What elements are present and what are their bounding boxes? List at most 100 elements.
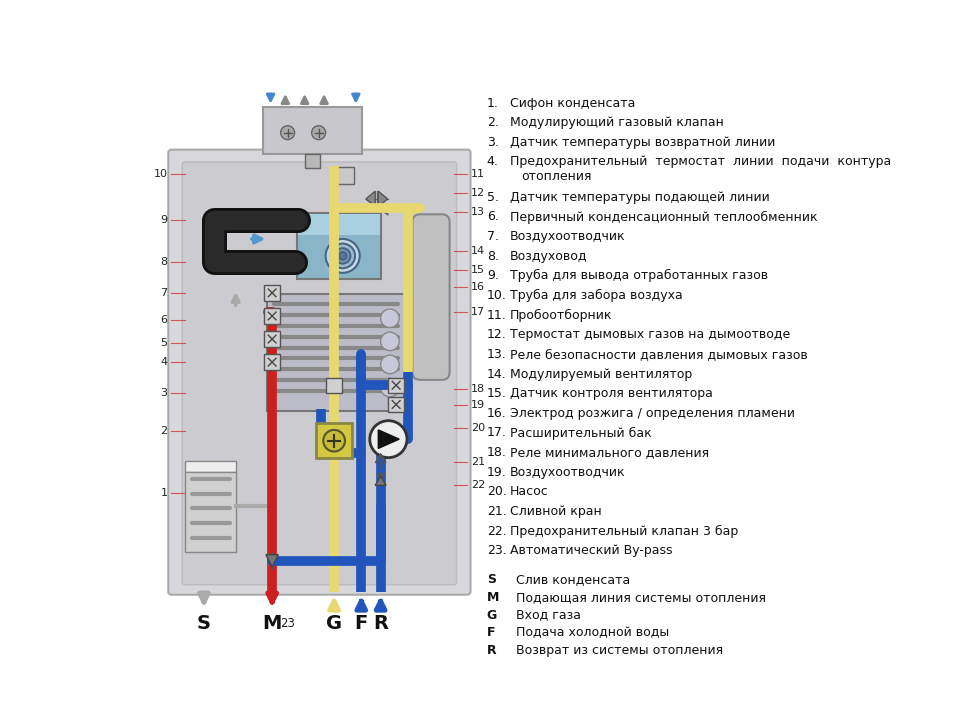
Text: 12: 12	[471, 188, 485, 198]
Polygon shape	[366, 191, 376, 207]
Text: G: G	[326, 615, 342, 634]
FancyBboxPatch shape	[264, 285, 280, 301]
Text: 5.: 5.	[487, 191, 499, 204]
Text: 15.: 15.	[487, 387, 506, 400]
Text: 6.: 6.	[487, 210, 499, 224]
Text: 2: 2	[161, 426, 167, 436]
Text: Труба для вывода отработанных газов: Труба для вывода отработанных газов	[510, 269, 769, 282]
FancyBboxPatch shape	[263, 106, 362, 154]
Circle shape	[380, 378, 399, 396]
FancyBboxPatch shape	[305, 154, 320, 168]
Text: Датчик контроля вентилятора: Датчик контроля вентилятора	[510, 387, 712, 400]
Circle shape	[323, 430, 345, 452]
FancyBboxPatch shape	[185, 472, 236, 552]
Text: 4: 4	[161, 357, 167, 367]
Text: 21.: 21.	[487, 505, 506, 518]
Polygon shape	[376, 476, 386, 486]
Text: Термостат дымовых газов на дымоотводе: Термостат дымовых газов на дымоотводе	[510, 329, 790, 341]
Polygon shape	[378, 191, 387, 207]
Text: G: G	[487, 609, 497, 622]
Text: Первичный конденсационный теплообменник: Первичный конденсационный теплообменник	[510, 210, 818, 224]
Text: 17: 17	[471, 307, 485, 317]
Text: 8.: 8.	[487, 250, 499, 263]
FancyBboxPatch shape	[388, 396, 404, 412]
Text: Автоматический By-pass: Автоматический By-pass	[510, 544, 673, 557]
Text: F: F	[354, 615, 368, 634]
Text: 1.: 1.	[487, 96, 499, 110]
Text: 13: 13	[471, 207, 485, 217]
Text: Воздухоотводчик: Воздухоотводчик	[510, 466, 625, 479]
Text: Слив конденсата: Слив конденсата	[516, 573, 630, 586]
FancyBboxPatch shape	[182, 162, 457, 585]
Text: Вход газа: Вход газа	[516, 609, 581, 622]
Text: M: M	[262, 615, 282, 634]
FancyBboxPatch shape	[412, 215, 449, 380]
Text: Воздуховод: Воздуховод	[510, 250, 588, 263]
Text: 15: 15	[471, 265, 485, 275]
Text: 10.: 10.	[487, 289, 506, 302]
FancyBboxPatch shape	[264, 308, 280, 324]
Text: Подача холодной воды: Подача холодной воды	[516, 627, 670, 639]
Text: 23.: 23.	[487, 544, 506, 557]
Text: Датчик температуры подающей линии: Датчик температуры подающей линии	[510, 191, 770, 204]
Text: 14.: 14.	[487, 367, 506, 381]
Text: Модулирующий газовый клапан: Модулирующий газовый клапан	[510, 116, 724, 129]
Text: Насос: Насос	[510, 486, 549, 498]
FancyBboxPatch shape	[168, 149, 470, 595]
Text: 2.: 2.	[487, 116, 499, 129]
Text: S: S	[487, 573, 496, 586]
Text: 22.: 22.	[487, 525, 506, 537]
Polygon shape	[378, 430, 399, 448]
Text: 17.: 17.	[487, 426, 506, 440]
Polygon shape	[266, 554, 279, 567]
Text: 3.: 3.	[487, 136, 499, 149]
Text: 14: 14	[471, 246, 485, 256]
Text: 19.: 19.	[487, 466, 506, 479]
Text: 18: 18	[471, 384, 485, 394]
Text: 5: 5	[161, 338, 167, 348]
FancyBboxPatch shape	[185, 461, 236, 472]
Text: Модулируемый вентилятор: Модулируемый вентилятор	[510, 367, 692, 381]
Circle shape	[370, 421, 407, 457]
Text: 16.: 16.	[487, 407, 506, 420]
FancyBboxPatch shape	[264, 355, 280, 370]
Circle shape	[335, 249, 350, 263]
Text: 6: 6	[161, 315, 167, 325]
Text: R: R	[373, 615, 388, 634]
Text: R: R	[487, 644, 497, 657]
Text: 19: 19	[471, 399, 485, 409]
Text: Сифон конденсата: Сифон конденсата	[510, 96, 635, 110]
Circle shape	[325, 239, 360, 273]
Circle shape	[380, 332, 399, 350]
Text: 9: 9	[161, 215, 167, 224]
Text: Расширительный бак: Расширительный бак	[510, 426, 651, 440]
Text: 18.: 18.	[487, 446, 506, 459]
Text: 3: 3	[161, 388, 167, 398]
Text: 9.: 9.	[487, 269, 499, 282]
Text: 22: 22	[471, 480, 486, 491]
Text: Предохранительный клапан 3 бар: Предохранительный клапан 3 бар	[510, 525, 739, 537]
Text: Возврат из системы отопления: Возврат из системы отопления	[516, 644, 723, 657]
Text: M: M	[487, 591, 499, 604]
FancyBboxPatch shape	[298, 215, 379, 235]
Circle shape	[330, 244, 355, 268]
FancyBboxPatch shape	[267, 294, 406, 411]
Text: Подающая линия системы отопления: Подающая линия системы отопления	[516, 591, 767, 604]
Text: 10: 10	[154, 169, 167, 178]
Text: 21: 21	[471, 457, 485, 467]
Text: 11: 11	[471, 169, 485, 178]
FancyBboxPatch shape	[333, 167, 353, 184]
FancyBboxPatch shape	[297, 213, 381, 279]
Text: Пробоотборник: Пробоотборник	[510, 309, 613, 321]
Text: 12.: 12.	[487, 329, 506, 341]
Text: 11.: 11.	[487, 309, 506, 321]
Text: 8: 8	[161, 257, 167, 267]
Text: Предохранительный  термостат  линии  подачи  контура: Предохранительный термостат линии подачи…	[510, 156, 892, 169]
Text: Электрод розжига / определения пламени: Электрод розжига / определения пламени	[510, 407, 795, 420]
Circle shape	[339, 252, 347, 260]
Text: 7: 7	[161, 288, 167, 298]
FancyBboxPatch shape	[388, 377, 404, 393]
Text: 13.: 13.	[487, 348, 506, 361]
FancyBboxPatch shape	[264, 331, 280, 347]
Text: 20.: 20.	[487, 486, 506, 498]
